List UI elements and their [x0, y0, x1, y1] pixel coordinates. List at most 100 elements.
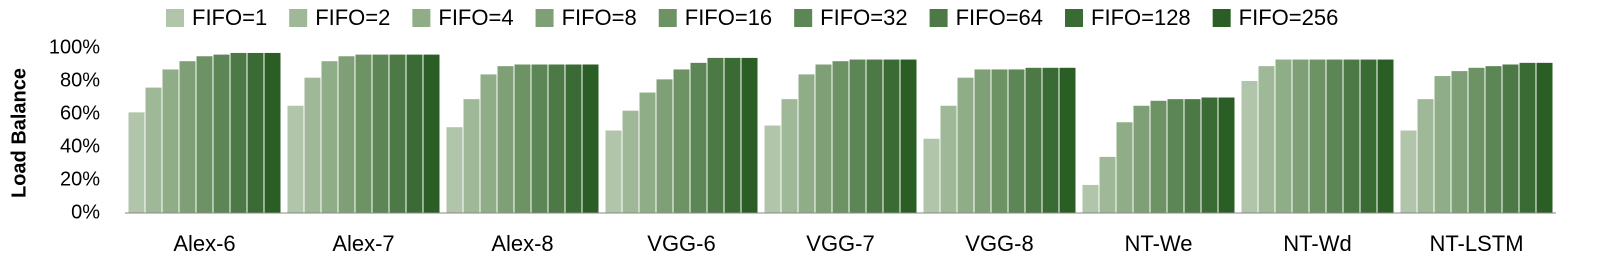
bar	[764, 125, 781, 213]
bar	[338, 56, 355, 213]
bar	[389, 54, 406, 213]
legend-swatch	[289, 9, 308, 27]
bar	[923, 138, 940, 213]
bar	[1099, 156, 1116, 213]
bar	[196, 56, 213, 213]
bar	[423, 54, 440, 213]
bar	[1201, 97, 1218, 213]
x-tick-label: NT-Wd	[1283, 231, 1351, 256]
bar	[1082, 184, 1099, 213]
bar	[974, 69, 991, 213]
bar	[531, 64, 548, 213]
legend-label: FIFO=2	[315, 5, 390, 30]
bar	[1008, 69, 1025, 213]
legend-swatch	[1065, 9, 1084, 27]
bar	[832, 61, 849, 214]
bar	[213, 54, 230, 213]
bar	[1292, 59, 1309, 213]
bar	[1218, 97, 1235, 213]
bar	[287, 105, 304, 213]
bar	[957, 77, 974, 213]
bar	[1377, 59, 1394, 213]
bar	[304, 77, 321, 213]
bar	[1167, 99, 1184, 213]
bar	[1400, 130, 1417, 213]
y-tick-label: 40%	[60, 135, 100, 157]
bar	[321, 61, 338, 214]
bar	[1133, 105, 1150, 213]
legend-swatch	[535, 9, 554, 27]
bar	[1434, 76, 1451, 213]
bar	[1116, 122, 1133, 213]
bar	[622, 110, 639, 213]
x-tick-label: VGG-8	[965, 231, 1033, 256]
x-tick-label: Alex-8	[491, 231, 553, 256]
bar	[145, 87, 162, 213]
legend-label: FIFO=4	[438, 5, 513, 30]
bar	[605, 130, 622, 213]
bar	[1485, 66, 1502, 214]
bar	[1417, 99, 1434, 213]
bar	[741, 57, 758, 214]
bar	[815, 64, 832, 213]
bar	[1360, 59, 1377, 213]
bar	[1468, 67, 1485, 213]
legend-label: FIFO=1	[192, 5, 267, 30]
y-tick-label: 20%	[60, 168, 100, 190]
bar	[1536, 62, 1553, 213]
legend-label: FIFO=16	[685, 5, 772, 30]
x-tick-label: Alex-6	[173, 231, 235, 256]
bar	[372, 54, 389, 213]
bar	[247, 52, 264, 214]
legend-label: FIFO=256	[1239, 5, 1339, 30]
x-tick-label: Alex-7	[332, 231, 394, 256]
bar	[1241, 81, 1258, 213]
bar	[1275, 59, 1292, 213]
bar	[565, 64, 582, 213]
bar	[179, 61, 196, 214]
bar	[1309, 59, 1326, 213]
bar	[582, 64, 599, 213]
legend-swatch	[794, 9, 813, 27]
bar	[1059, 67, 1076, 213]
legend-label: FIFO=64	[956, 5, 1043, 30]
bar	[1025, 67, 1042, 213]
legend-label: FIFO=32	[820, 5, 907, 30]
bar	[128, 112, 145, 213]
bar	[991, 69, 1008, 213]
legend-swatch	[1212, 9, 1231, 27]
bar	[940, 105, 957, 213]
y-tick-label: 60%	[60, 102, 100, 124]
bar	[1150, 100, 1167, 213]
bar	[1519, 62, 1536, 213]
bar	[497, 66, 514, 214]
bar	[673, 69, 690, 213]
bar	[355, 54, 372, 213]
bar	[866, 59, 883, 213]
legend-swatch	[166, 9, 184, 27]
legend-label: FIFO=128	[1091, 5, 1191, 30]
x-tick-label: VGG-7	[806, 231, 874, 256]
bar	[1451, 71, 1468, 213]
x-tick-label: NT-LSTM	[1429, 231, 1523, 256]
legend-swatch	[929, 9, 948, 27]
bar	[463, 99, 480, 213]
bar	[1502, 64, 1519, 213]
bar	[724, 57, 741, 214]
x-tick-label: NT-We	[1124, 231, 1192, 256]
bar	[514, 64, 531, 213]
bar	[230, 52, 247, 214]
y-tick-label: 100%	[49, 36, 100, 58]
bar	[162, 69, 179, 213]
y-tick-label: 0%	[71, 201, 100, 223]
bar	[1042, 67, 1059, 213]
bar	[446, 127, 463, 213]
bar	[690, 62, 707, 213]
bar	[707, 57, 724, 214]
x-tick-label: VGG-6	[647, 231, 715, 256]
bar	[883, 59, 900, 213]
bar	[1258, 66, 1275, 214]
bar	[781, 99, 798, 213]
bar	[1326, 59, 1343, 213]
bar	[849, 59, 866, 213]
